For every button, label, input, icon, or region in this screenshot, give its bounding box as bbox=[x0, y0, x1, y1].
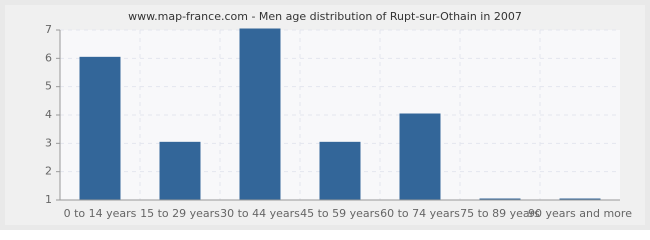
x-tick-label: 90 years and more bbox=[528, 207, 632, 220]
bar bbox=[239, 28, 281, 201]
bar bbox=[79, 56, 121, 201]
y-tick-label: 1 bbox=[45, 193, 52, 206]
x-tick-label: 60 to 74 years bbox=[380, 207, 460, 220]
chart-title: www.map-france.com - Men age distributio… bbox=[128, 10, 522, 23]
chart: www.map-france.com - Men age distributio… bbox=[0, 0, 650, 230]
x-tick-label: 45 to 59 years bbox=[300, 207, 380, 220]
x-tick-label: 0 to 14 years bbox=[64, 207, 137, 220]
page: www.map-france.com - Men age distributio… bbox=[0, 0, 650, 230]
bar bbox=[399, 113, 441, 201]
x-tick-label: 30 to 44 years bbox=[220, 207, 300, 220]
y-tick-label: 4 bbox=[45, 108, 52, 121]
bar bbox=[319, 141, 361, 201]
y-tick-label: 6 bbox=[45, 51, 52, 64]
y-tick-label: 3 bbox=[45, 136, 52, 149]
bar bbox=[159, 141, 201, 201]
x-tick-label: 15 to 29 years bbox=[140, 207, 220, 220]
y-tick-label: 5 bbox=[45, 80, 52, 93]
y-tick-label: 2 bbox=[45, 165, 52, 178]
y-tick-label: 7 bbox=[45, 23, 52, 36]
x-tick-label: 75 to 89 years bbox=[460, 207, 540, 220]
